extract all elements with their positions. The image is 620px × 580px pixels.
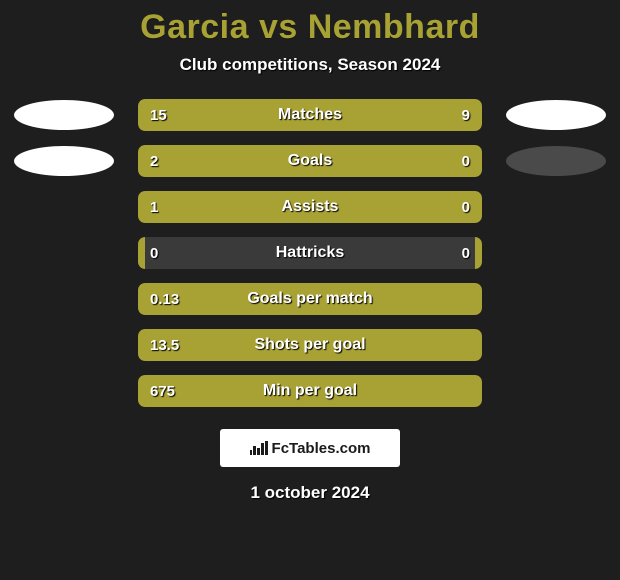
fill-player-b [399, 145, 482, 177]
comparison-infographic: Garcia vs Nembhard Club competitions, Se… [0, 0, 620, 580]
player-a-name: Garcia [140, 8, 249, 46]
stat-bar: 20Goals [138, 145, 482, 177]
fill-player-a [138, 237, 145, 269]
fill-player-b [475, 375, 482, 407]
chart-icon [250, 441, 268, 455]
fill-player-b [353, 99, 482, 131]
player-a-oval [14, 146, 114, 176]
stat-bar: 0.13Goals per match [138, 283, 482, 315]
date-label: 1 october 2024 [0, 483, 620, 503]
value-player-a: 0 [150, 237, 158, 269]
fill-player-a [138, 283, 475, 315]
stat-bar: 159Matches [138, 99, 482, 131]
fill-player-b [399, 191, 482, 223]
player-b-oval [506, 146, 606, 176]
stat-label: Hattricks [138, 237, 482, 269]
stat-row: 10Assists [6, 191, 614, 223]
fill-player-a [138, 191, 399, 223]
fill-player-a [138, 329, 475, 361]
vs-separator: vs [259, 8, 298, 46]
stat-row: 0 0Hattricks [6, 237, 614, 269]
stat-bar: 10Assists [138, 191, 482, 223]
attribution-text: FcTables.com [272, 440, 371, 457]
stat-rows: 159Matches 20Goals 10Assists 0 0Hattricks 0.1… [0, 99, 620, 407]
fill-player-b [475, 283, 482, 315]
stat-row: 13.5Shots per goal [6, 329, 614, 361]
stat-bar: 675Min per goal [138, 375, 482, 407]
fill-player-b [475, 237, 482, 269]
fill-player-a [138, 375, 475, 407]
subtitle: Club competitions, Season 2024 [0, 55, 620, 75]
fill-player-a [138, 99, 353, 131]
stat-bar: 0 0Hattricks [138, 237, 482, 269]
attribution-badge: FcTables.com [220, 429, 400, 467]
fill-player-a [138, 145, 399, 177]
stat-bar: 13.5Shots per goal [138, 329, 482, 361]
player-b-name: Nembhard [308, 8, 480, 46]
fill-player-b [475, 329, 482, 361]
player-b-oval [506, 100, 606, 130]
page-title: Garcia vs Nembhard [0, 8, 620, 47]
stat-row: 20Goals [6, 145, 614, 177]
value-player-b: 0 [462, 237, 470, 269]
stat-row: 0.13Goals per match [6, 283, 614, 315]
stat-row: 675Min per goal [6, 375, 614, 407]
stat-row: 159Matches [6, 99, 614, 131]
player-a-oval [14, 100, 114, 130]
